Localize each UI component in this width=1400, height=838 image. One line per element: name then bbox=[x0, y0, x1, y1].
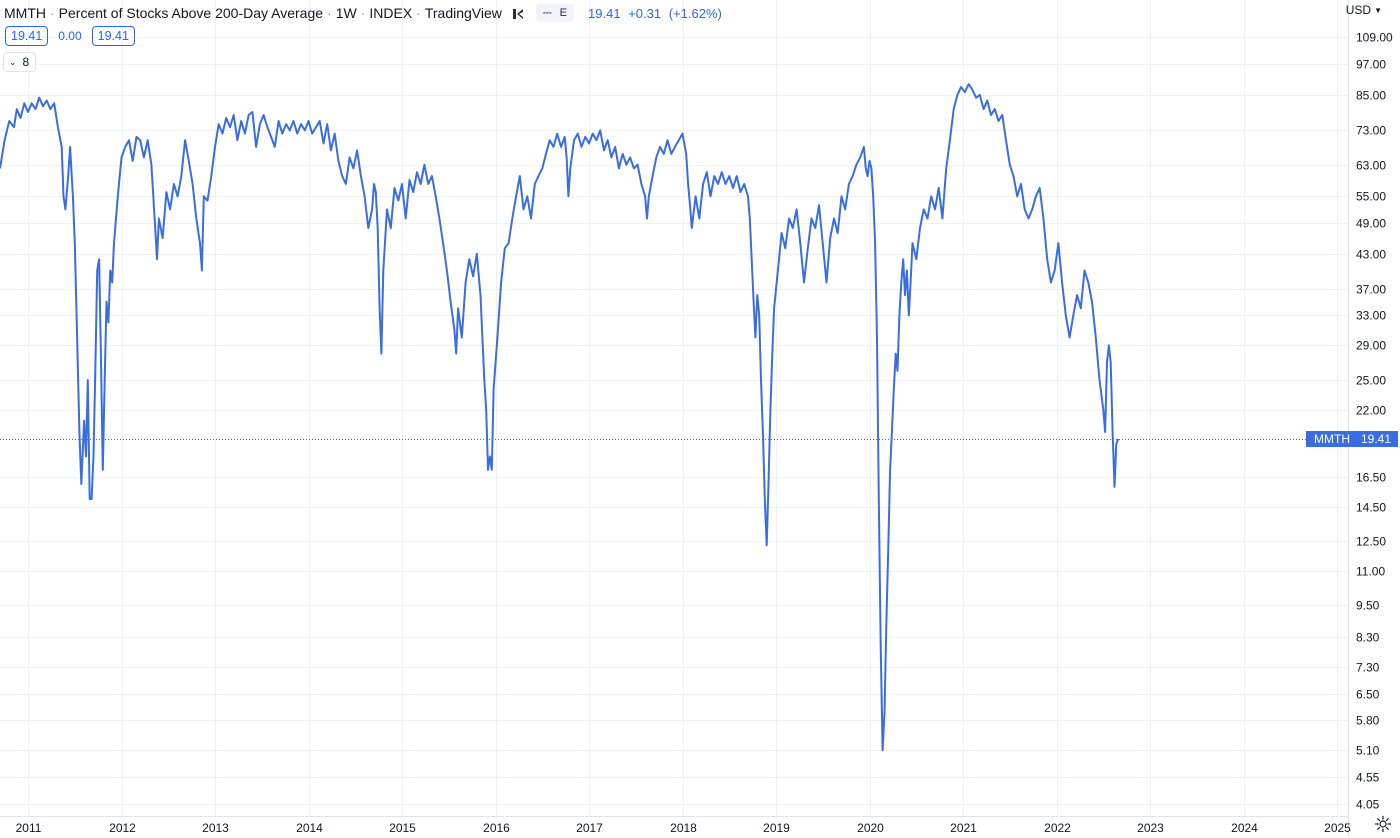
series-symbol-label: MMTH bbox=[1306, 431, 1361, 447]
symbol-description[interactable]: Percent of Stocks Above 200-Day Average bbox=[58, 5, 324, 21]
currency-label: USD bbox=[1345, 3, 1372, 17]
separator-dot: · bbox=[416, 5, 421, 21]
price-tick-label: 12.50 bbox=[1356, 535, 1386, 549]
price-tick-label: 6.50 bbox=[1356, 688, 1380, 702]
quote-values: 19.41 +0.31 (+1.62%) bbox=[588, 6, 722, 21]
price-tick-label: 7.30 bbox=[1356, 661, 1380, 675]
value-change: 0.00 bbox=[58, 29, 82, 43]
time-tick-label: 2019 bbox=[763, 821, 790, 835]
value-box-right[interactable]: 19.41 bbox=[91, 26, 135, 46]
price-tick-label: 85.00 bbox=[1356, 89, 1386, 103]
time-tick-label: 2012 bbox=[109, 821, 136, 835]
time-tick-label: 2015 bbox=[389, 821, 416, 835]
price-tick-label: 22.00 bbox=[1356, 404, 1386, 418]
price-tick-label: 9.50 bbox=[1356, 599, 1380, 613]
price-tick-label: 25.00 bbox=[1356, 374, 1386, 388]
chevron-down-icon: ⌄ bbox=[9, 56, 17, 67]
price-tick-label: 49.00 bbox=[1356, 217, 1386, 231]
time-axis[interactable]: 2011 2012 2013 2014 2015 2016 2017 2018 2019 2020… bbox=[16, 821, 1352, 835]
price-tick-label: 11.00 bbox=[1356, 565, 1385, 579]
indicator-count: 8 bbox=[22, 55, 30, 69]
time-tick-label: 2016 bbox=[483, 821, 510, 835]
price-tick-label: 63.00 bbox=[1356, 159, 1386, 173]
caret-down-icon: ▼ bbox=[1374, 5, 1382, 15]
series-last-price-label: 19.41 bbox=[1353, 431, 1398, 447]
exchange-badge: E bbox=[559, 7, 568, 19]
time-tick-label: 2022 bbox=[1044, 821, 1071, 835]
price-tick-label: 55.00 bbox=[1356, 190, 1386, 204]
price-axis[interactable]: 109.00 97.00 85.00 73.00 63.00 55.00 49.00 43.0… bbox=[1356, 31, 1393, 812]
time-tick-label: 2013 bbox=[202, 821, 229, 835]
indicators-toggle-button[interactable]: ⌄ 8 bbox=[3, 52, 37, 72]
price-tick-label: 14.50 bbox=[1356, 501, 1386, 515]
time-tick-label: 2011 bbox=[16, 821, 42, 835]
time-tick-label: 2025 bbox=[1324, 821, 1351, 835]
gear-icon[interactable] bbox=[1374, 815, 1392, 833]
grid-lines bbox=[0, 0, 1348, 816]
price-tick-label: 37.00 bbox=[1356, 283, 1386, 297]
bars-icon: ⎓ bbox=[542, 6, 552, 19]
value-box-left[interactable]: 19.41 bbox=[5, 26, 49, 46]
price-tick-label: 73.00 bbox=[1356, 124, 1386, 138]
price-tick-label: 16.50 bbox=[1356, 471, 1386, 485]
time-tick-label: 2021 bbox=[950, 821, 977, 835]
price-tick-label: 4.05 bbox=[1356, 798, 1380, 812]
symbol-name[interactable]: MMTH bbox=[4, 5, 46, 21]
price-tick-label: 109.00 bbox=[1356, 31, 1393, 45]
time-tick-label: 2020 bbox=[857, 821, 884, 835]
separator-dot: · bbox=[50, 5, 55, 21]
price-tick-label: 97.00 bbox=[1356, 58, 1386, 72]
time-tick-label: 2024 bbox=[1231, 821, 1258, 835]
price-tick-label: 8.30 bbox=[1356, 631, 1380, 645]
price-tick-label: 5.10 bbox=[1356, 744, 1380, 758]
ohlc-row: 19.41 0.00 19.41 bbox=[5, 26, 135, 46]
separator-dot: · bbox=[360, 5, 366, 21]
price-tick-label: 4.55 bbox=[1356, 771, 1380, 785]
separator-dot: · bbox=[327, 5, 332, 21]
price-tick-label: 5.80 bbox=[1356, 714, 1380, 728]
currency-selector[interactable]: USD ▼ bbox=[1346, 3, 1382, 17]
mmth-series-line[interactable] bbox=[0, 83, 1120, 752]
price-tick-label: 29.00 bbox=[1356, 339, 1386, 353]
time-tick-label: 2014 bbox=[296, 821, 323, 835]
legend-header: MMTH · Percent of Stocks Above 200-Day A… bbox=[4, 3, 722, 23]
time-tick-label: 2023 bbox=[1137, 821, 1164, 835]
last-value: 19.41 bbox=[588, 5, 621, 21]
exchange-label: INDEX bbox=[369, 5, 413, 21]
time-tick-label: 2018 bbox=[670, 821, 697, 835]
provider-label: TradingView bbox=[424, 5, 502, 21]
data-mode-pill[interactable]: ⎓ E bbox=[535, 4, 575, 22]
tradingview-logo-icon bbox=[512, 7, 524, 19]
interval-label[interactable]: 1W bbox=[335, 5, 357, 21]
time-tick-label: 2017 bbox=[576, 821, 603, 835]
price-tick-label: 33.00 bbox=[1356, 309, 1386, 323]
price-tick-label: 43.00 bbox=[1356, 248, 1386, 262]
change-percent: (+1.62%) bbox=[668, 5, 722, 21]
change-value: +0.31 bbox=[628, 5, 662, 21]
